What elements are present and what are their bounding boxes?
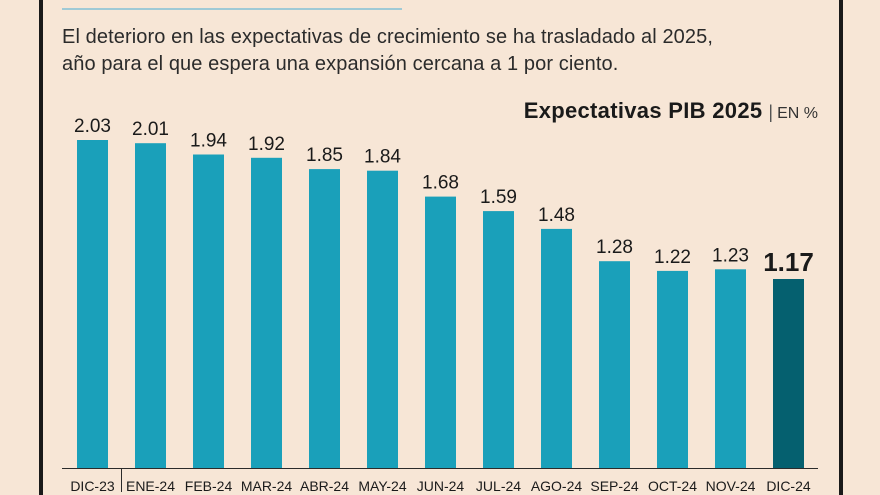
data-label-mar-24: 1.92 [248, 134, 285, 155]
x-tick-label-nov-24: NOV-24 [706, 478, 756, 494]
bar-ene-24 [135, 143, 166, 468]
bar-ago-24 [541, 228, 572, 468]
chart-unit: EN % [777, 105, 818, 122]
x-tick-label-mar-24: MAR-24 [241, 478, 293, 494]
x-tick-label-oct-24: OCT-24 [648, 478, 697, 494]
bar-mar-24 [251, 157, 282, 469]
data-label-sep-24: 1.28 [596, 237, 633, 258]
x-tick-label-jul-24: JUL-24 [476, 478, 521, 494]
x-tick-label-ago-24: AGO-24 [531, 478, 583, 494]
data-label-ago-24: 1.48 [538, 205, 575, 226]
data-label-jul-24: 1.59 [480, 187, 517, 208]
data-label-jun-24: 1.68 [422, 173, 459, 194]
x-tick-label-dic-24: DIC-24 [766, 478, 811, 494]
title-separator: | [768, 102, 774, 122]
x-tick-label-sep-24: SEP-24 [590, 478, 638, 494]
right-frame-border [839, 0, 843, 495]
data-label-dic-24: 1.17 [763, 247, 814, 277]
bar-sep-24 [599, 261, 630, 468]
chart-subtitle: El deterioro en las expectativas de crec… [62, 24, 832, 78]
bar-dic-24 [773, 279, 804, 468]
data-label-feb-24: 1.94 [190, 131, 227, 152]
data-label-ene-24: 2.01 [132, 119, 169, 140]
x-tick-label-jun-24: JUN-24 [417, 478, 465, 494]
subtitle-line-2: año para el que espera una expansión cer… [62, 53, 619, 75]
bar-oct-24 [657, 270, 688, 468]
x-tick-label-ene-24: ENE-24 [126, 478, 175, 494]
chart-title-text: Expectativas PIB 2025 [523, 98, 763, 123]
left-frame-border [39, 0, 43, 495]
top-divider [62, 8, 402, 10]
x-tick-label-abr-24: ABR-24 [300, 478, 349, 494]
data-label-dic-23: 2.03 [74, 116, 111, 137]
bar-abr-24 [309, 169, 340, 468]
chart-title: Expectativas PIB 2025 | EN % [524, 98, 818, 124]
x-tick-label-feb-24: FEB-24 [185, 478, 233, 494]
x-tick-label-dic-23: DIC-23 [70, 478, 115, 494]
bar-feb-24 [193, 154, 224, 468]
bar-jul-24 [483, 211, 514, 468]
bar-dic-23 [77, 140, 108, 468]
data-label-abr-24: 1.85 [306, 145, 343, 166]
subtitle-line-1: El deterioro en las expectativas de crec… [62, 26, 714, 48]
x-tick-label-may-24: MAY-24 [358, 478, 406, 494]
bar-nov-24 [715, 269, 746, 468]
bar-jun-24 [425, 196, 456, 468]
data-label-nov-24: 1.23 [712, 245, 749, 266]
data-label-oct-24: 1.22 [654, 247, 691, 268]
data-label-may-24: 1.84 [364, 147, 401, 168]
bar-may-24 [367, 170, 398, 468]
